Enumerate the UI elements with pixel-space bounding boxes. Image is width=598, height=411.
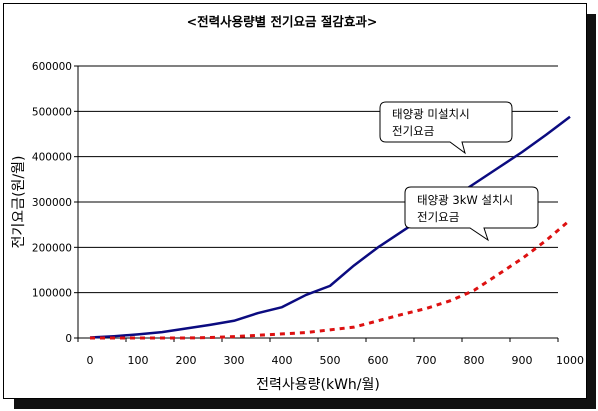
callout-solar-3kw-line1: 태양광 3kW 설치시 <box>417 193 513 207</box>
series-layer <box>89 115 571 340</box>
x-tick-label: 700 <box>416 354 437 367</box>
callout-no-solar-line2: 전기요금 <box>392 124 434 138</box>
callout-solar-3kw: 태양광 3kW 설치시 전기요금 <box>404 186 539 242</box>
y-tick-label: 400000 <box>32 152 72 164</box>
grid-lines <box>78 65 558 294</box>
series-line-no-solar <box>89 115 571 339</box>
x-tick-label: 900 <box>512 354 533 367</box>
x-tick-label: 300 <box>224 354 245 367</box>
x-tick-label: 600 <box>368 354 389 367</box>
chart-title: <전력사용량별 전기요금 절감효과> <box>187 14 378 29</box>
x-tick-label: 500 <box>320 354 341 367</box>
x-tick-label: 200 <box>176 354 197 367</box>
callout-solar-3kw-bubble <box>404 186 539 242</box>
y-tick-label: 0 <box>65 333 72 345</box>
callout-no-solar-bubble <box>379 101 513 155</box>
callout-no-solar-line1: 태양광 미설치시 <box>392 107 470 121</box>
y-tick-label: 100000 <box>32 288 72 300</box>
y-axis-label: 전기요금(원/월) <box>11 156 27 249</box>
series-line-solar-3kw <box>90 218 571 340</box>
callout-no-solar: 태양광 미설치시 전기요금 <box>379 101 513 155</box>
x-axis-ticks: 0 100 200 300 400 500 600 700 800 900 1000 <box>77 338 584 367</box>
y-tick-label: 200000 <box>32 242 72 254</box>
y-tick-label: 500000 <box>32 106 72 118</box>
x-axis-label: 전력사용량(kWh/월) <box>256 377 380 393</box>
x-tick-label: 0 <box>87 354 94 367</box>
x-tick-label: 800 <box>464 354 485 367</box>
y-tick-label: 600000 <box>32 61 72 73</box>
x-tick-label: 100 <box>128 354 149 367</box>
y-tick-label: 300000 <box>32 197 72 209</box>
callout-solar-3kw-line2: 전기요금 <box>417 210 459 224</box>
x-tick-label: 400 <box>272 354 293 367</box>
x-tick-label: 1000 <box>556 354 584 367</box>
y-axis-ticks: 0 100000 200000 300000 400000 500000 600000 <box>32 61 78 345</box>
